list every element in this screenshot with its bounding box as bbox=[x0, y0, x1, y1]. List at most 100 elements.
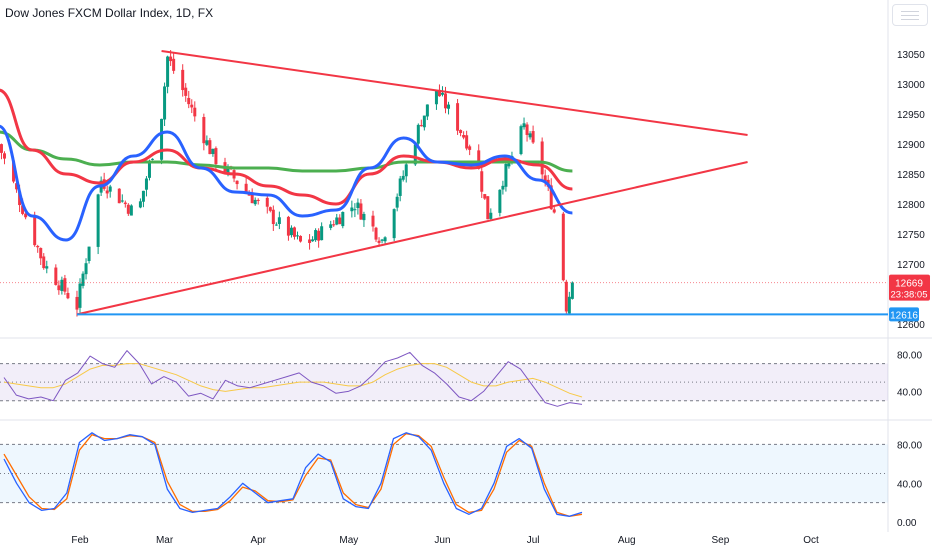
time-axis-tick-label: Sep bbox=[711, 535, 729, 546]
oscillator-signal-line bbox=[3, 363, 583, 398]
candle-body bbox=[392, 209, 396, 239]
price-axis-tick-label: 12700 bbox=[897, 260, 925, 271]
candle-body bbox=[540, 141, 544, 175]
candle-body bbox=[45, 266, 49, 269]
candle-body bbox=[277, 217, 281, 224]
candle-body bbox=[0, 144, 3, 153]
candle-body bbox=[187, 97, 191, 105]
panel-backgrounds bbox=[0, 0, 932, 532]
candle-body bbox=[314, 230, 318, 241]
candle-body bbox=[477, 150, 481, 169]
candle-body bbox=[181, 69, 185, 91]
price-axis-tick-label: 13000 bbox=[897, 80, 925, 91]
candle-body bbox=[570, 282, 574, 299]
candle-body bbox=[380, 239, 384, 241]
candle-body bbox=[57, 285, 61, 291]
price-axis-tick-label: 12950 bbox=[897, 110, 925, 121]
candle-body bbox=[395, 196, 399, 208]
candle-body bbox=[549, 185, 553, 210]
candle-body bbox=[42, 256, 46, 269]
candle-body bbox=[522, 123, 526, 128]
stochastic-axis-tick-label: 40.00 bbox=[897, 479, 922, 490]
stochastic-k-line bbox=[3, 432, 583, 517]
oscillator-axis-tick-label: 80.00 bbox=[897, 350, 922, 361]
candle-body bbox=[123, 202, 127, 205]
candle-body bbox=[350, 207, 354, 212]
candle-body bbox=[39, 247, 43, 259]
candle-body bbox=[320, 226, 324, 241]
candle-body bbox=[150, 158, 154, 160]
candle-body bbox=[295, 235, 299, 237]
candle-body bbox=[359, 203, 363, 220]
stochastic-axis-tick-label: 0.00 bbox=[897, 518, 917, 529]
candle-body bbox=[166, 56, 170, 87]
time-axis-tick-label: Jul bbox=[527, 535, 540, 546]
time-axis-tick-label: Jun bbox=[434, 535, 450, 546]
oscillator-line bbox=[3, 350, 583, 407]
candle-body bbox=[362, 213, 366, 221]
candle-body bbox=[437, 89, 441, 97]
candle-body bbox=[564, 281, 568, 312]
candle-body bbox=[459, 130, 463, 134]
candle-body bbox=[271, 209, 275, 225]
candle-body bbox=[289, 227, 293, 236]
candle-body bbox=[528, 133, 532, 138]
candle-body bbox=[468, 146, 472, 150]
candle-body bbox=[12, 160, 16, 182]
candle-body bbox=[398, 178, 402, 196]
candle-body bbox=[208, 140, 212, 155]
candle-body bbox=[138, 201, 142, 208]
candle-body bbox=[338, 217, 342, 225]
candle-body bbox=[311, 239, 315, 242]
candle-body bbox=[193, 107, 197, 117]
candle-body bbox=[422, 115, 426, 128]
candle-body bbox=[172, 58, 176, 71]
candle-body bbox=[214, 148, 218, 165]
price-axis-tick-label: 12850 bbox=[897, 170, 925, 181]
candle-body bbox=[341, 212, 345, 227]
candle-body bbox=[486, 196, 490, 220]
candle-body bbox=[120, 200, 124, 202]
candle-body bbox=[501, 185, 505, 190]
support-value: 12616 bbox=[890, 310, 918, 321]
candle-body bbox=[202, 116, 206, 144]
candle-body bbox=[440, 92, 444, 95]
candle-body bbox=[108, 186, 112, 192]
candle-body bbox=[141, 190, 145, 202]
candle-body bbox=[253, 199, 257, 205]
menu-icon[interactable] bbox=[892, 4, 928, 26]
candle-body bbox=[404, 164, 408, 177]
candle-body bbox=[169, 56, 173, 62]
candle-body bbox=[292, 227, 296, 237]
last-price-value: 12669 bbox=[895, 279, 923, 290]
moving-average-line bbox=[0, 88, 573, 206]
support-badge bbox=[889, 307, 919, 322]
time-axis-tick-label: Apr bbox=[250, 535, 266, 546]
candle-body bbox=[371, 215, 375, 227]
price-axis-tick-label: 12900 bbox=[897, 140, 925, 151]
candle-body bbox=[504, 163, 508, 187]
candle-body bbox=[567, 296, 571, 314]
candle-body bbox=[374, 227, 378, 240]
candle-body bbox=[480, 171, 484, 192]
candle-body bbox=[425, 104, 429, 117]
candle-body bbox=[129, 205, 133, 216]
time-axis-tick-label: Aug bbox=[618, 535, 636, 546]
candle-body bbox=[105, 190, 109, 194]
candle-body bbox=[268, 207, 272, 211]
candle-body bbox=[401, 175, 405, 180]
candle-body bbox=[250, 194, 254, 204]
candle-body bbox=[235, 180, 239, 185]
time-axis-tick-label: May bbox=[339, 535, 358, 546]
candle-body bbox=[465, 135, 469, 149]
candle-body bbox=[24, 213, 28, 218]
stochastic-axis-tick-label: 80.00 bbox=[897, 440, 922, 451]
chart-title: Dow Jones FXCM Dollar Index, 1D, FX bbox=[5, 6, 214, 20]
candles bbox=[0, 50, 574, 317]
candle-body bbox=[163, 86, 167, 120]
candle-body bbox=[274, 224, 278, 226]
candle-body bbox=[335, 217, 339, 225]
candle-body bbox=[383, 237, 387, 242]
time-axis-tick-label: Mar bbox=[156, 535, 174, 546]
price-axis-tick-label: 13050 bbox=[897, 50, 925, 61]
